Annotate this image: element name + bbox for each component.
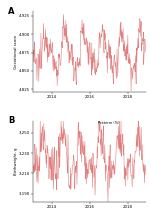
Text: B: B (8, 117, 15, 125)
Y-axis label: Gestational score: Gestational score (14, 34, 18, 69)
Text: A: A (8, 7, 15, 16)
Text: Preterm (%): Preterm (%) (98, 121, 120, 125)
Y-axis label: Birthweight, g: Birthweight, g (14, 147, 18, 175)
